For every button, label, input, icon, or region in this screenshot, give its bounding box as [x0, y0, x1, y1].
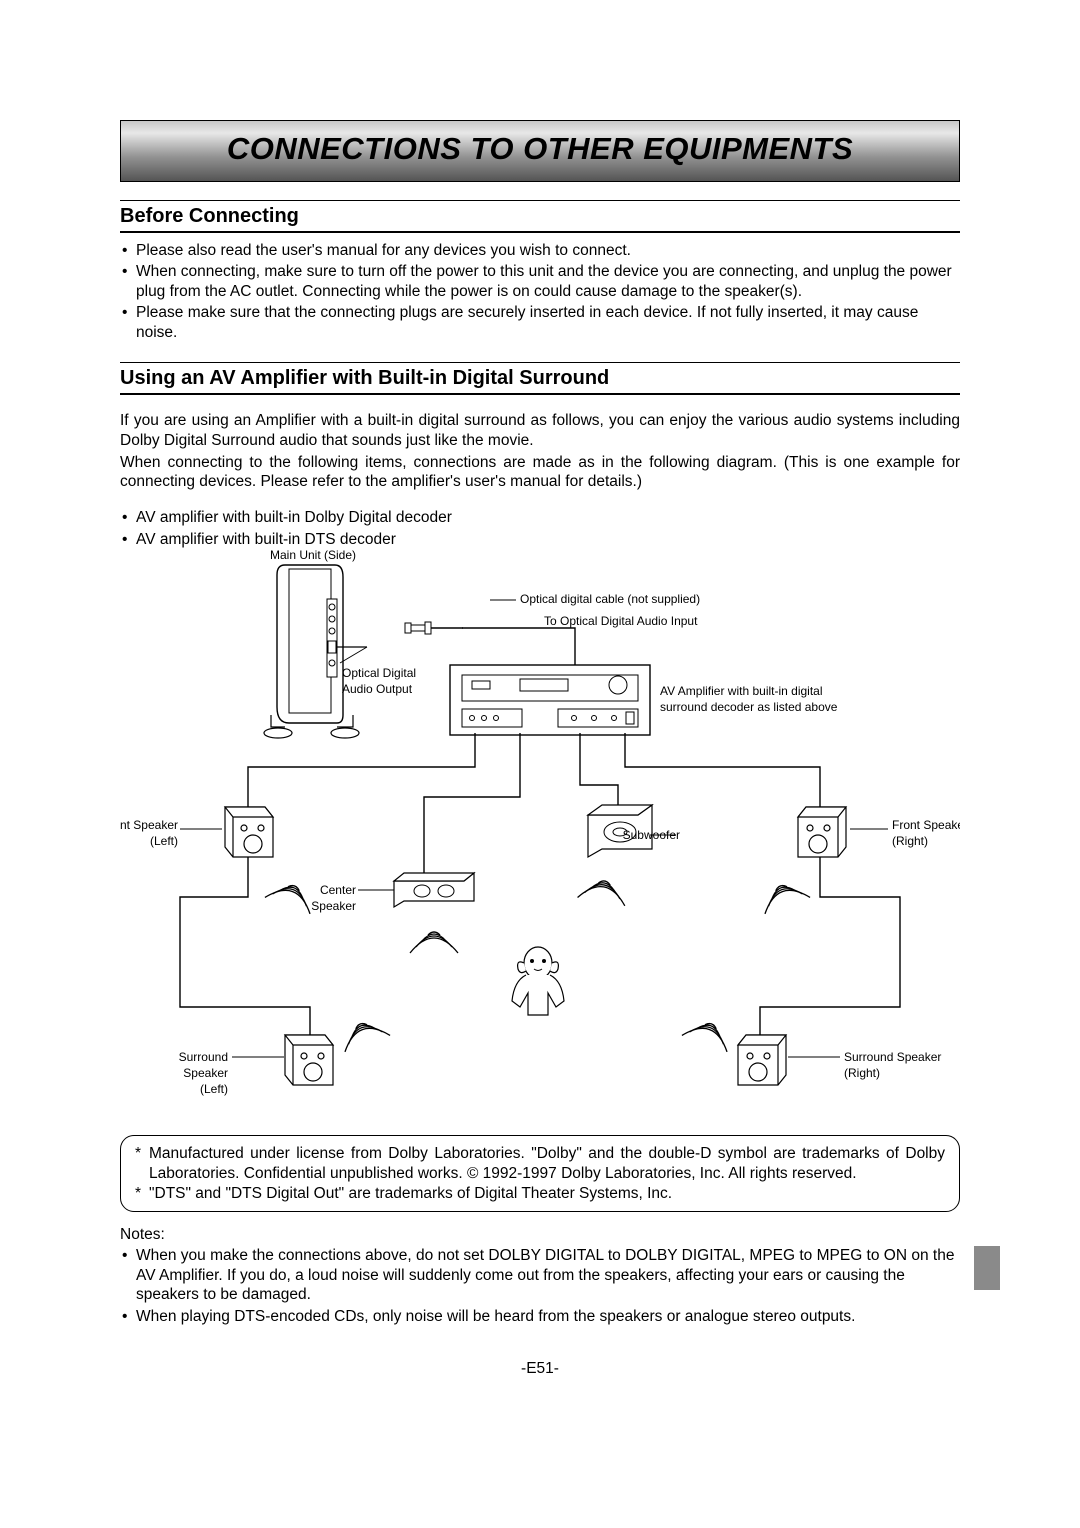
decoder-list: AV amplifier with built-in Dolby Digital…: [120, 508, 960, 549]
list-item: When connecting, make sure to turn off t…: [120, 262, 960, 301]
main-unit-icon: [264, 565, 463, 738]
listener-icon: [512, 947, 564, 1015]
amplifier-icon: [450, 665, 650, 735]
label-surround-right-2: (Right): [844, 1066, 880, 1080]
manual-page: CONNECTIONS TO OTHER EQUIPMENTS Before C…: [0, 0, 1080, 1418]
trademark-dolby: Manufactured under license from Dolby La…: [135, 1144, 945, 1184]
section-av-amplifier-heading: Using an AV Amplifier with Built-in Digi…: [120, 362, 960, 395]
section-before-connecting-heading: Before Connecting: [120, 200, 960, 233]
label-front-left-1: Front Speaker: [120, 818, 178, 832]
list-item: AV amplifier with built-in Dolby Digital…: [120, 508, 960, 527]
label-to-input: To Optical Digital Audio Input: [544, 614, 698, 628]
list-item: When playing DTS-encoded CDs, only noise…: [120, 1307, 960, 1326]
paragraph: When connecting to the following items, …: [120, 453, 960, 493]
list-item: Please make sure that the connecting plu…: [120, 303, 960, 342]
label-front-right-1: Front Speaker: [892, 818, 960, 832]
list-item: Please also read the user's manual for a…: [120, 241, 960, 260]
notes-label: Notes:: [120, 1226, 960, 1244]
label-surround-left-3: (Left): [200, 1082, 228, 1096]
before-connecting-list: Please also read the user's manual for a…: [120, 241, 960, 342]
label-surround-right-1: Surround Speaker: [844, 1050, 941, 1064]
label-surround-left-2: Speaker: [183, 1066, 228, 1080]
page-number: -E51-: [120, 1360, 960, 1378]
label-amp-1: AV Amplifier with built-in digital: [660, 684, 823, 698]
label-optical-output-2: Audio Output: [342, 682, 413, 696]
label-front-right-2: (Right): [892, 834, 928, 848]
label-optical-cable: Optical digital cable (not supplied): [520, 592, 700, 606]
label-main-unit: Main Unit (Side): [270, 548, 356, 562]
label-front-left-2: (Left): [150, 834, 178, 848]
center-speaker-icon: [394, 873, 474, 907]
label-center-1: Center: [320, 883, 356, 897]
label-surround-left-1: Surround: [179, 1050, 228, 1064]
trademark-dts: "DTS" and "DTS Digital Out" are trademar…: [135, 1184, 945, 1204]
label-optical-output-1: Optical Digital: [342, 666, 416, 680]
label-center-2: Speaker: [311, 899, 356, 913]
label-subwoofer: Subwoofer: [623, 828, 680, 842]
paragraph: If you are using an Amplifier with a bui…: [120, 411, 960, 451]
title-banner: CONNECTIONS TO OTHER EQUIPMENTS: [120, 120, 960, 182]
page-side-tab: [974, 1246, 1000, 1290]
connection-diagram: Main Unit (Side) Optical digital cable (…: [120, 545, 960, 1125]
trademark-box: Manufactured under license from Dolby La…: [120, 1135, 960, 1212]
page-title: CONNECTIONS TO OTHER EQUIPMENTS: [121, 131, 959, 167]
notes-list: When you make the connections above, do …: [120, 1246, 960, 1326]
label-amp-2: surround decoder as listed above: [660, 700, 838, 714]
list-item: When you make the connections above, do …: [120, 1246, 960, 1304]
